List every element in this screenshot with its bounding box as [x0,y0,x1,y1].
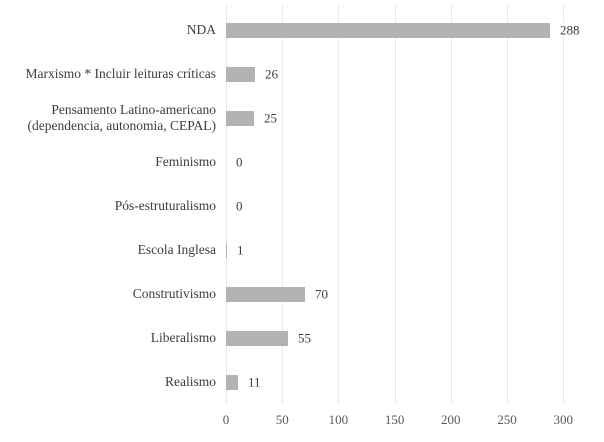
bar [226,22,550,38]
gridline-x-0 [226,5,227,404]
x-axis-tick-label: 50 [275,412,289,427]
category-label: Feminismo [155,154,216,169]
category-label: Escola Inglesa [137,242,216,257]
value-label: 70 [313,286,330,302]
category-label: Pensamento Latino-americano (dependencia… [27,102,216,133]
bar [226,330,288,346]
value-label: 0 [234,198,245,214]
value-label: 26 [263,66,280,82]
gridline-x-150 [394,5,396,404]
x-axis-tick-label: 250 [497,412,517,427]
gridline-x-50 [282,5,284,404]
value-label: 11 [246,374,263,390]
gridline-x-300 [563,5,565,404]
category-label: NDA [186,22,216,37]
category-label: Construtivismo [132,286,216,301]
bar [226,66,255,82]
gridline-x-200 [450,5,452,404]
gridline-x-250 [507,5,508,404]
x-axis-tick-label: 300 [553,412,573,427]
category-label: Marxismo * Incluir leituras críticas [25,66,216,81]
gridline-x-100 [338,5,340,404]
x-axis-tick-label: 0 [222,412,230,427]
x-axis-tick-label: 200 [441,412,461,427]
value-label: 0 [234,154,245,170]
category-label: Realismo [165,374,216,389]
bar [226,374,238,390]
bar [226,242,227,258]
x-axis-tick-label: 150 [384,412,405,427]
bar [226,286,305,302]
value-label: 288 [558,22,582,38]
category-label: Liberalismo [150,330,216,345]
value-label: 1 [235,242,246,258]
x-axis-tick-label: 100 [328,412,349,427]
value-label: 25 [262,110,279,126]
value-label: 55 [296,330,313,346]
bar [226,110,254,126]
category-label: Pós-estruturalismo [114,198,216,213]
